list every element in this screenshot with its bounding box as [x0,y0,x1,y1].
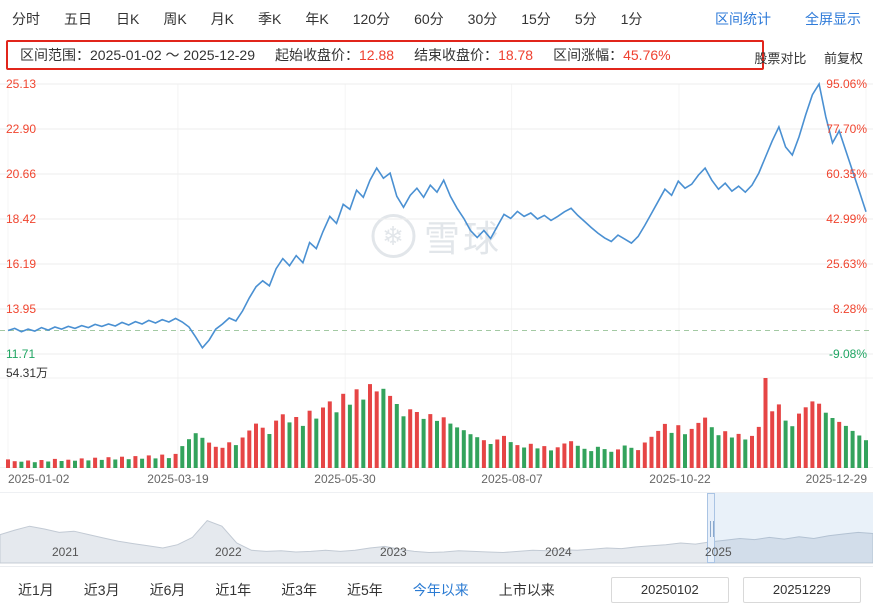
tab-1min[interactable]: 1分 [620,11,643,27]
x-axis-label: 2025-12-29 [805,472,867,486]
range-change-value: 45.76% [623,47,671,63]
range-ytd[interactable]: 今年以来 [412,581,469,598]
y-axis-right-label: -9.08% [828,347,867,361]
y-axis-right-label: 77.70% [826,122,867,136]
year-label: 2024 [545,545,572,559]
range-5y[interactable]: 近5年 [346,581,383,598]
navigator: 2021 2022 2023 2024 2025 [0,492,873,564]
range-label: 区间范围： [20,47,90,63]
tab-weekly-k[interactable]: 周K [163,11,187,27]
y-axis-left-label: 18.42 [6,212,37,226]
tab-60min[interactable]: 60分 [414,11,444,27]
volume-axis-label: 54.31万 [6,366,49,380]
chart-options: 股票对比 前复权 [740,48,863,67]
start-date-input[interactable] [610,576,729,603]
watermark-text: 雪球 [423,218,503,259]
y-axis-left-label: 20.66 [6,167,37,181]
end-date-input[interactable] [742,576,861,603]
tab-daily-k[interactable]: 日K [116,11,140,27]
y-axis-left-label: 22.90 [6,122,37,136]
x-axis-label: 2025-03-19 [147,472,209,486]
y-axis-right-label: 25.63% [826,257,867,271]
year-label: 2025 [705,545,732,559]
tab-fenshi[interactable]: 分时 [12,11,40,27]
start-close-label: 起始收盘价： [275,47,360,63]
range-1m[interactable]: 近1月 [18,581,54,598]
tab-15min[interactable]: 15分 [521,11,551,27]
price-chart-canvas[interactable] [0,72,873,468]
tab-yearly-k[interactable]: 年K [305,11,329,27]
end-close-label: 结束收盘价： [414,47,499,63]
x-axis-label: 2025-01-02 [8,472,70,486]
stock-compare-link[interactable]: 股票对比 [754,51,807,66]
tab-5min[interactable]: 5分 [574,11,597,27]
y-axis-left-label: 11.71 [6,347,36,361]
tab-5day[interactable]: 五日 [64,11,92,27]
range-3m[interactable]: 近3月 [83,581,120,598]
y-axis-right-label: 42.99% [826,212,867,226]
adjust-mode-link[interactable]: 前复权 [823,51,863,66]
x-axis-label: 2025-08-07 [481,472,543,486]
main-chart: ❄ 雪球 25.13 22.90 20.66 18.42 16.19 13.95… [0,72,873,492]
year-label: 2022 [215,545,242,559]
tab-quarterly-k[interactable]: 季K [258,11,282,27]
tab-120min[interactable]: 120分 [352,11,391,27]
y-axis-right-label: 95.06% [826,77,867,91]
range-1y[interactable]: 近1年 [215,581,252,598]
y-axis-left-label: 13.95 [6,302,37,316]
range-value: 2025-01-02 ～ 2025-12-29 [90,47,256,63]
range-3y[interactable]: 近3年 [281,581,317,598]
range-6m[interactable]: 近6月 [149,581,186,598]
y-axis-left-label: 25.13 [6,77,37,91]
y-axis-left-label: 16.19 [6,257,37,271]
range-bar: 近1月 近3月 近6月 近1年 近3年 近5年 今年以来 上市以来 [0,566,873,612]
period-toolbar: 分时 五日 日K 周K 月K 季K 年K 120分 60分 30分 15分 5分… [0,0,873,38]
navigator-canvas[interactable] [0,493,873,563]
year-label: 2021 [52,545,79,559]
xueqiu-watermark: ❄ 雪球 [370,210,503,262]
fullscreen-link[interactable]: 全屏显示 [805,11,861,27]
xueqiu-logo-icon: ❄ [370,214,415,258]
start-close-value: 12.88 [359,47,395,63]
tab-30min[interactable]: 30分 [467,11,498,27]
end-close-value: 18.78 [498,47,534,63]
interval-stats-link[interactable]: 区间统计 [715,11,771,27]
y-axis-right-label: 60.35% [826,167,867,181]
year-label: 2023 [380,545,407,559]
tab-monthly-k[interactable]: 月K [210,11,235,27]
range-since-listing[interactable]: 上市以来 [498,581,555,598]
y-axis-right-label: 8.28% [832,302,867,316]
navigator-handle[interactable] [707,493,715,563]
range-change-label: 区间涨幅： [553,47,624,63]
x-axis-label: 2025-10-22 [649,472,711,486]
x-axis-label: 2025-05-30 [314,472,376,486]
interval-stats-bar: 区间范围： 2025-01-02 ～ 2025-12-29 起始收盘价： 12.… [6,40,764,70]
